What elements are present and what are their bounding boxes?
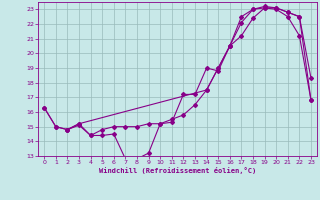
X-axis label: Windchill (Refroidissement éolien,°C): Windchill (Refroidissement éolien,°C) bbox=[99, 167, 256, 174]
